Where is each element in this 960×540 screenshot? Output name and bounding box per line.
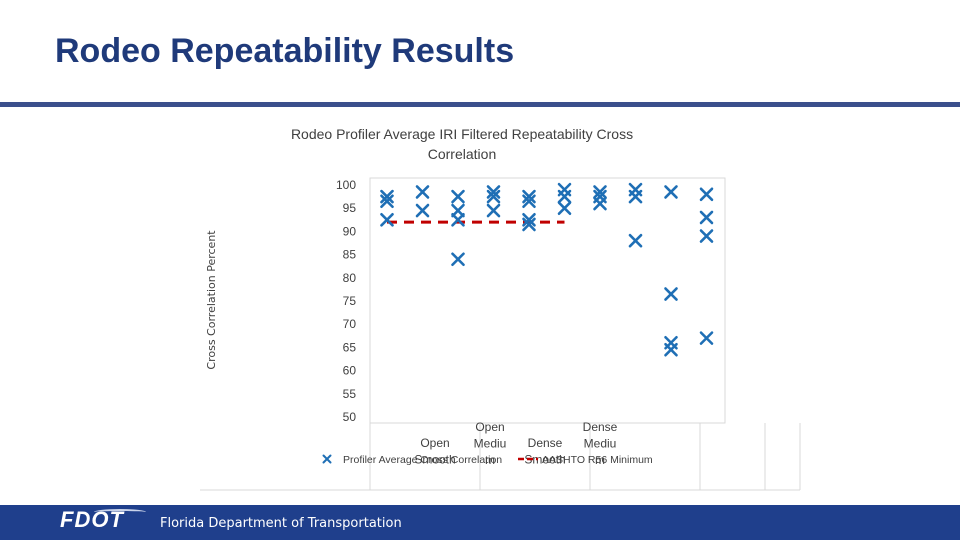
data-point: [486, 203, 501, 218]
data-point: [451, 213, 465, 227]
y-tick-label: 90: [343, 224, 357, 238]
data-point: [522, 217, 536, 232]
y-axis-ticks: 100 95 90 85 80 75 70 65 60 55 50: [336, 178, 356, 424]
title-divider: [0, 102, 960, 107]
data-point: [451, 203, 465, 218]
chart-title-line: Correlation: [428, 146, 496, 162]
y-tick-label: 80: [343, 271, 357, 285]
category-label-line: Dense: [528, 436, 563, 450]
y-tick-label: 65: [343, 340, 357, 354]
category-label-line: m: [485, 453, 495, 467]
chart-title: Rodeo Profiler Average IRI Filtered Repe…: [291, 126, 633, 162]
data-point: [557, 189, 572, 204]
data-point: [415, 203, 430, 218]
data-point: [451, 189, 465, 204]
data-point: [664, 185, 678, 199]
data-point: [593, 185, 607, 199]
data-point: [486, 185, 501, 199]
category-label-line: Smooth: [414, 453, 455, 467]
y-tick-label: 75: [343, 294, 357, 308]
y-axis-label-text: Cross Correlation Percent: [205, 230, 218, 370]
y-tick-label: 55: [343, 387, 357, 401]
y-tick-label: 95: [343, 201, 357, 215]
footer-org-name: Florida Department of Transportation: [160, 516, 402, 531]
category-label-line: Mediu: [584, 437, 617, 451]
data-point: [664, 287, 678, 301]
chart: Rodeo Profiler Average IRI Filtered Repe…: [200, 126, 801, 491]
data-point: [664, 342, 678, 357]
data-point: [522, 194, 536, 209]
data-point: [380, 189, 394, 204]
slide-title: Rodeo Repeatability Results: [55, 32, 515, 70]
data-point: [628, 233, 643, 248]
chart-title-line: Rodeo Profiler Average IRI Filtered Repe…: [291, 126, 633, 142]
scatter-markers: [380, 182, 714, 357]
category-label-line: m: [595, 453, 605, 467]
y-tick-label: 60: [343, 364, 357, 378]
category-label-line: Smooth: [524, 453, 565, 467]
data-point: [415, 185, 430, 199]
data-point: [557, 201, 572, 215]
fdot-logo-swoosh-icon: [94, 509, 146, 515]
data-point: [699, 229, 714, 243]
y-tick-label: 85: [343, 248, 357, 262]
category-label-line: Dense: [583, 420, 618, 434]
data-point: [699, 187, 714, 202]
data-point: [593, 196, 607, 211]
footer-bar: [0, 505, 960, 540]
data-point: [522, 189, 536, 204]
category-labels: Open Smooth Open Mediu m Dense Smooth Dense Medi…: [414, 420, 617, 467]
data-point: [522, 213, 536, 227]
chart-frame: [200, 177, 801, 491]
category-label-line: Mediu: [474, 437, 507, 451]
y-tick-label: 100: [336, 178, 356, 192]
legend-label: Profiler Average Cross Correlation: [343, 454, 502, 466]
category-label-line: Open: [475, 420, 504, 434]
data-point: [699, 331, 714, 345]
category-label-line: Open: [420, 436, 449, 450]
plot-area: [369, 177, 726, 424]
legend: Profiler Average Cross Correlation AASHTO…: [322, 454, 653, 466]
data-point: [380, 213, 394, 227]
data-point: [628, 189, 643, 204]
y-tick-label: 50: [343, 410, 357, 424]
y-axis-label: Cross Correlation Percent: [205, 230, 218, 370]
data-point: [451, 252, 465, 267]
y-tick-label: 70: [343, 317, 357, 331]
data-point: [486, 189, 501, 204]
data-point: [380, 194, 394, 209]
legend-marker-icon: [322, 454, 332, 464]
legend-label: AASHTO R56 Minimum: [542, 454, 653, 466]
data-point: [699, 210, 714, 225]
